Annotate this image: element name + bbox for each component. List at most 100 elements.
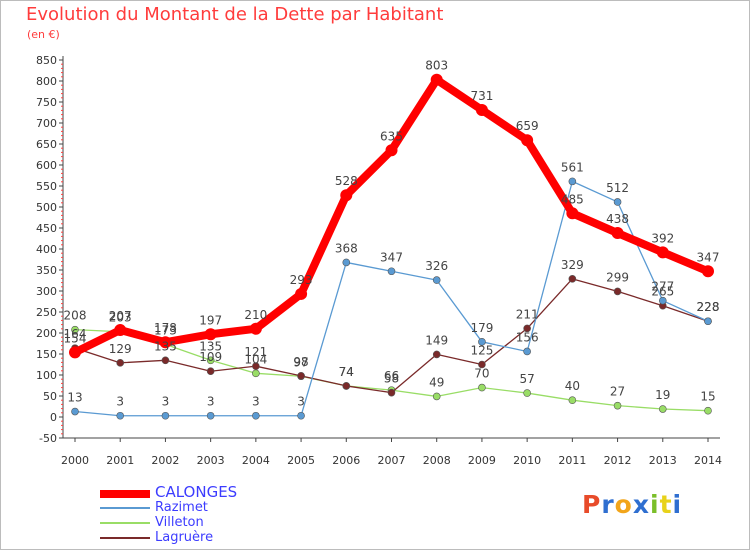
data-point xyxy=(71,407,79,416)
brand-letter: r xyxy=(601,490,615,519)
data-point xyxy=(387,388,396,397)
data-label: 561 xyxy=(561,160,584,174)
data-label: 154 xyxy=(64,331,87,345)
legend-swatch xyxy=(100,490,150,498)
x-tick-label: 2008 xyxy=(423,454,451,467)
data-label: 299 xyxy=(606,270,629,284)
data-point xyxy=(252,411,260,420)
brand-logo: Proxiti xyxy=(582,490,682,519)
data-label: 265 xyxy=(651,285,674,299)
data-point xyxy=(704,406,712,415)
data-label: 277 xyxy=(651,280,674,294)
data-label: 803 xyxy=(425,59,448,73)
y-tick-label: 0 xyxy=(50,411,57,424)
legend-swatch xyxy=(100,522,150,524)
data-label: 635 xyxy=(380,129,403,143)
data-point xyxy=(432,392,441,401)
data-point xyxy=(206,367,215,376)
y-tick-label: 700 xyxy=(36,117,57,130)
data-label: 57 xyxy=(520,372,535,386)
data-point xyxy=(252,362,260,370)
data-label: 121 xyxy=(244,345,267,359)
data-label: 293 xyxy=(290,273,313,287)
data-label: 164 xyxy=(64,327,87,341)
data-point xyxy=(340,189,353,202)
y-tick-label: 50 xyxy=(43,390,57,403)
y-tick-label: 350 xyxy=(36,264,57,277)
data-label: 156 xyxy=(516,330,539,344)
data-point xyxy=(69,346,81,359)
data-label: 326 xyxy=(425,259,448,273)
data-point xyxy=(613,401,622,410)
legend-label: Lagruère xyxy=(155,530,214,545)
data-label: 197 xyxy=(199,313,222,327)
data-point xyxy=(114,324,127,337)
data-point xyxy=(568,275,577,283)
data-point xyxy=(704,317,712,326)
y-tick-label: 250 xyxy=(36,306,57,319)
data-point xyxy=(475,103,488,116)
data-point xyxy=(613,198,622,206)
brand-letter: x xyxy=(632,490,650,519)
data-label: 210 xyxy=(244,308,267,322)
y-tick-label: 150 xyxy=(36,348,57,361)
data-label: 203 xyxy=(109,311,132,325)
data-label: 97 xyxy=(293,355,308,369)
data-point xyxy=(297,411,305,420)
data-point xyxy=(566,207,579,220)
data-point xyxy=(387,267,396,276)
data-label: 109 xyxy=(199,350,222,364)
data-label: 74 xyxy=(339,365,354,379)
y-tick-label: 800 xyxy=(36,75,57,88)
x-tick-label: 2010 xyxy=(513,454,541,467)
y-tick-label: 600 xyxy=(36,159,57,172)
data-label: 3 xyxy=(116,395,124,409)
data-label: 149 xyxy=(425,333,448,347)
data-point xyxy=(295,287,308,300)
data-label: 70 xyxy=(474,367,489,381)
x-tick-label: 2014 xyxy=(694,454,722,467)
data-point xyxy=(206,356,215,365)
data-label: 347 xyxy=(380,250,403,264)
data-label: 3 xyxy=(297,395,305,409)
data-point xyxy=(71,325,79,334)
data-label: 129 xyxy=(109,342,132,356)
x-tick-label: 2006 xyxy=(332,454,360,467)
y-tick-label: 400 xyxy=(36,243,57,256)
data-point xyxy=(523,347,531,356)
y-tick-label: 750 xyxy=(36,96,57,109)
x-tick-label: 2004 xyxy=(242,454,270,467)
brand-letter: o xyxy=(614,490,633,519)
data-label: 228 xyxy=(697,300,720,314)
data-point xyxy=(478,338,486,346)
data-label: 3 xyxy=(207,395,215,409)
y-tick-label: 100 xyxy=(36,369,57,382)
data-point xyxy=(702,265,714,278)
brand-letter: P xyxy=(582,490,602,519)
data-point xyxy=(658,296,667,305)
data-point xyxy=(613,287,622,296)
data-point xyxy=(252,369,260,378)
y-tick-label: 500 xyxy=(36,201,57,214)
data-point xyxy=(116,411,125,420)
y-tick-label: -50 xyxy=(39,432,57,445)
data-label: 438 xyxy=(606,212,629,226)
data-point xyxy=(430,73,443,86)
data-point xyxy=(478,383,486,392)
x-tick-label: 2013 xyxy=(649,454,677,467)
x-tick-label: 2005 xyxy=(287,454,315,467)
data-label: 528 xyxy=(335,174,358,188)
y-tick-label: 850 xyxy=(36,54,57,67)
legend: CALONGES Razimet Villeton Lagruère xyxy=(100,483,300,546)
data-point xyxy=(159,336,172,349)
data-point xyxy=(432,350,441,359)
x-tick-label: 2011 xyxy=(558,454,586,467)
data-label: 329 xyxy=(561,258,584,272)
y-tick-label: 650 xyxy=(36,138,57,151)
data-label: 211 xyxy=(516,307,539,321)
data-label: 3 xyxy=(162,395,170,409)
data-label: 368 xyxy=(335,241,358,255)
legend-label: CALONGES xyxy=(155,483,238,501)
data-label: 135 xyxy=(199,339,222,353)
